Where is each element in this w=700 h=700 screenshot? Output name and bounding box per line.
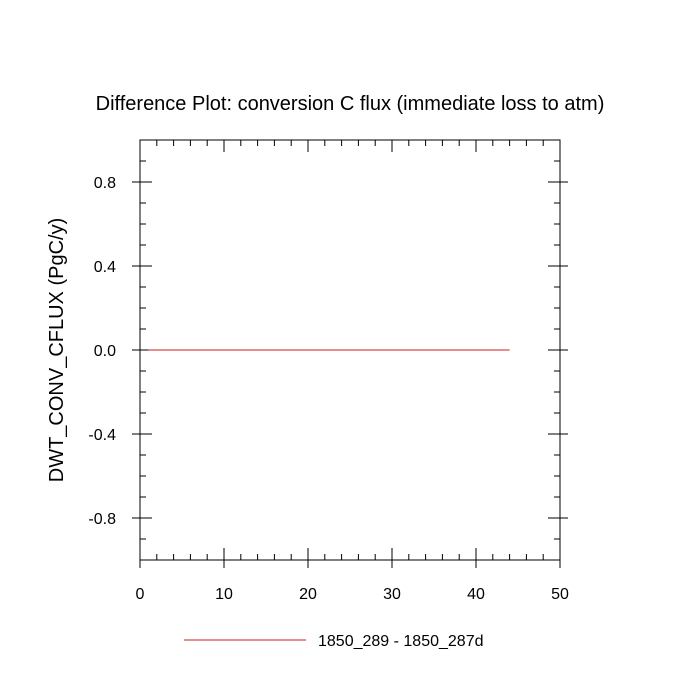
chart-title: Difference Plot: conversion C flux (imme… [96, 93, 605, 115]
x-tick-label: 50 [551, 586, 569, 603]
y-tick-label: 0.0 [94, 343, 116, 360]
y-tick-label: -0.8 [88, 511, 116, 528]
x-tick-label: 0 [136, 586, 145, 603]
x-tick-label: 30 [383, 586, 401, 603]
y-tick-label: 0.8 [94, 175, 116, 192]
legend-label: 1850_289 - 1850_287d [318, 633, 484, 650]
y-tick-label: 0.4 [94, 259, 116, 276]
legend: 1850_289 - 1850_287d [184, 633, 484, 650]
y-tick-label: -0.4 [88, 427, 116, 444]
x-tick-label: 20 [299, 586, 317, 603]
tick-labels: 0 10 20 30 40 50 -0.8 -0.4 0.0 0.4 0.8 [88, 175, 569, 603]
y-axis-label: DWT_CONV_CFLUX (PgC/y) [46, 218, 68, 482]
x-tick-label: 10 [215, 586, 233, 603]
axis-ticks [132, 139, 568, 568]
x-tick-label: 40 [467, 586, 485, 603]
